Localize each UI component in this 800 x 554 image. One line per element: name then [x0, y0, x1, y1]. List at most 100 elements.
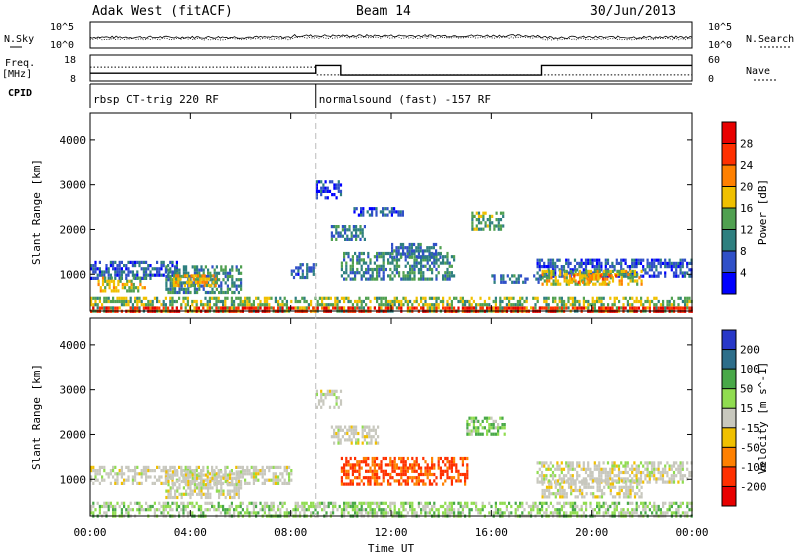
heatmap-cell	[389, 303, 392, 307]
heatmap-cell	[206, 299, 209, 304]
heatmap-cell	[565, 276, 568, 280]
heatmap-cell	[178, 271, 181, 275]
heatmap-cell	[543, 464, 546, 468]
heatmap-cell	[626, 299, 629, 304]
heatmap-cell	[361, 435, 364, 439]
noise-panel: N.Sky 10^5 10^0 N.Search 10^5 10^0	[4, 21, 794, 51]
heatmap-cell	[602, 303, 605, 307]
heatmap-cell	[481, 426, 484, 430]
heatmap-cell	[384, 463, 387, 467]
heatmap-cell	[382, 258, 385, 262]
heatmap-cell	[400, 482, 403, 486]
heatmap-cell	[475, 306, 478, 310]
heatmap-cell	[477, 227, 481, 231]
heatmap-cell	[453, 306, 456, 310]
heatmap-cell	[543, 269, 546, 273]
heatmap-cell	[207, 274, 210, 279]
heatmap-cell	[402, 277, 405, 281]
heatmap-cell	[201, 280, 204, 284]
heatmap-cell	[642, 258, 645, 262]
heatmap-cell	[90, 299, 93, 304]
heatmap-cell	[622, 485, 626, 489]
heatmap-cell	[563, 279, 566, 283]
heatmap-cell	[180, 473, 183, 477]
heatmap-cell	[545, 474, 548, 478]
heatmap-cell	[598, 461, 601, 465]
heatmap-cell	[305, 501, 308, 505]
heatmap-cell	[391, 511, 394, 515]
heatmap-cell	[187, 271, 190, 275]
heatmap-cell	[491, 214, 494, 218]
heatmap-cell	[217, 306, 220, 310]
heatmap-cell	[573, 467, 577, 471]
heatmap-cell	[196, 473, 199, 477]
heatmap-cell	[310, 303, 313, 307]
heatmap-cell	[589, 261, 592, 265]
heatmap-cell	[639, 470, 643, 475]
heatmap-cell	[127, 478, 130, 482]
heatmap-cell	[411, 476, 414, 480]
heatmap-cell	[226, 473, 229, 477]
heatmap-cell	[118, 306, 121, 310]
heatmap-cell	[174, 470, 177, 474]
heatmap-cell	[624, 470, 627, 475]
heatmap-cell	[402, 504, 405, 509]
heatmap-cell	[112, 299, 115, 304]
heatmap-cell	[688, 474, 691, 478]
heatmap-cell	[444, 456, 447, 461]
heatmap-cell	[408, 252, 411, 256]
heatmap-cell	[270, 306, 273, 310]
heatmap-cell	[521, 504, 524, 509]
heatmap-cell	[137, 276, 140, 280]
heatmap-cell	[569, 296, 572, 300]
heatmap-cell	[340, 456, 343, 461]
heatmap-cell	[365, 508, 368, 512]
heatmap-cell	[219, 475, 222, 479]
heatmap-cell	[296, 501, 299, 505]
heatmap-cell	[484, 224, 487, 228]
heatmap-cell	[488, 429, 491, 433]
heatmap-cell	[437, 306, 440, 310]
heatmap-cell	[552, 306, 555, 310]
radar-title: Adak West (fitACF)	[92, 4, 233, 19]
heatmap-cell	[240, 483, 243, 487]
heatmap-cell	[523, 306, 526, 310]
heatmap-cell	[428, 303, 431, 307]
heatmap-cell	[587, 485, 590, 489]
heatmap-cell	[369, 274, 372, 278]
heatmap-cell	[120, 303, 123, 307]
heatmap-cell	[248, 481, 251, 485]
heatmap-cell	[317, 399, 321, 403]
heatmap-cell	[131, 508, 134, 512]
heatmap-cell	[515, 280, 518, 284]
heatmap-cell	[351, 255, 354, 259]
heatmap-cell	[372, 428, 375, 432]
heatmap-cell	[288, 511, 291, 515]
heatmap-cell	[640, 511, 643, 515]
heatmap-cell	[206, 465, 209, 469]
heatmap-cell	[389, 508, 392, 512]
heatmap-cell	[376, 258, 379, 262]
heatmap-cell	[277, 478, 280, 482]
heatmap-cell	[620, 470, 623, 475]
heatmap-cell	[165, 278, 168, 282]
heatmap-cell	[475, 432, 478, 436]
heatmap-cell	[391, 246, 394, 250]
heatmap-cell	[229, 492, 232, 496]
heatmap-cell	[134, 296, 137, 300]
heatmap-cell	[675, 261, 678, 265]
heatmap-cell	[406, 511, 409, 515]
heatmap-cell	[224, 303, 227, 307]
heatmap-cell	[229, 495, 232, 500]
heatmap-cell	[92, 270, 95, 274]
heatmap-cell	[604, 467, 607, 471]
heatmap-cell	[120, 270, 123, 274]
heatmap-cell	[426, 277, 429, 281]
heatmap-cell	[550, 269, 553, 273]
heatmap-cell	[299, 504, 302, 509]
heatmap-cell	[174, 265, 177, 269]
heatmap-cell	[191, 303, 194, 307]
heatmap-cell	[493, 227, 496, 231]
heatmap-cell	[415, 511, 418, 515]
heatmap-cell	[450, 274, 453, 278]
